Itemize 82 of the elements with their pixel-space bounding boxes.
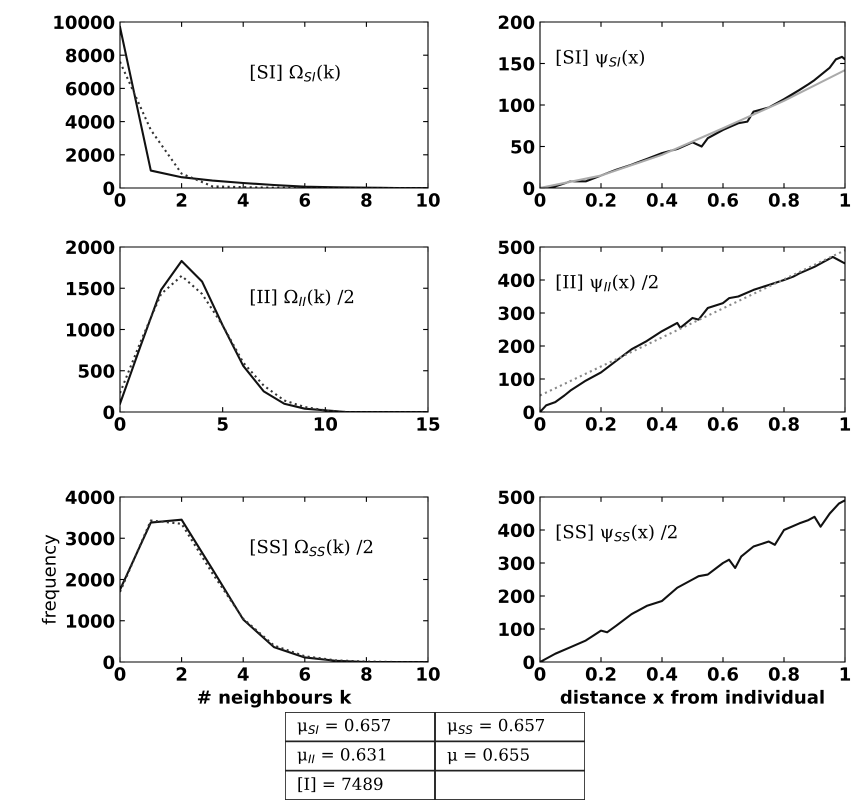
- y-tick-label: 200: [498, 15, 534, 30]
- y-tick-label: 2000: [66, 148, 114, 162]
- x-tick-label: 0.2: [586, 667, 616, 681]
- x-tick-label: 0.6: [708, 417, 738, 431]
- x-tick-label: 0: [534, 193, 546, 207]
- x-tick-label: 0: [114, 667, 126, 681]
- annotation: [II] ψ$_{II}$(x) /2: [556, 274, 658, 292]
- x-tick-label: 0.4: [646, 667, 678, 681]
- x-tick-label: 1: [840, 193, 850, 207]
- x-tick-label: 1: [840, 417, 850, 431]
- y-tick-label: 0: [523, 181, 534, 196]
- text: μ$_{II}$ = 0.631: [298, 748, 386, 764]
- x-tick-label: 0.2: [586, 417, 616, 431]
- x-tick-label: 0: [114, 417, 126, 431]
- y-tick-label: 500: [498, 240, 534, 254]
- y-tick-label: 0: [103, 181, 114, 196]
- y-tick-label: 1500: [66, 282, 114, 296]
- y-tick-label: 1000: [66, 322, 114, 337]
- x-tick-label: 2: [176, 667, 186, 681]
- y-tick-label: 300: [498, 556, 534, 570]
- x-tick-label: 0.2: [586, 193, 616, 207]
- y-tick-label: 3000: [66, 532, 114, 546]
- x-tick-label: 4: [238, 667, 249, 681]
- annotation: [II] Ω$_{II}$(k) /2: [250, 289, 354, 306]
- y-tick-label: 0: [523, 405, 534, 420]
- y-tick-label: 150: [499, 56, 534, 71]
- y-tick-label: 1000: [66, 614, 114, 628]
- x-tick-label: 0: [534, 667, 546, 681]
- x-tick-label: 0.4: [646, 193, 678, 207]
- x-tick-label: 10: [314, 417, 338, 431]
- x-tick-label: 10: [417, 667, 440, 681]
- y-axis-title: frequency: [42, 534, 60, 624]
- x-tick-label: 2: [176, 193, 186, 207]
- y-tick-label: 4000: [66, 490, 114, 504]
- x-tick-label: 0.6: [708, 193, 738, 207]
- x-tick-label: 0: [534, 417, 546, 431]
- x-tick-label: 1: [840, 667, 850, 681]
- y-tick-label: 400: [498, 523, 534, 538]
- x-tick-label: 15: [417, 417, 440, 431]
- y-tick-label: 50: [511, 140, 534, 154]
- y-tick-label: 0: [523, 655, 534, 670]
- y-tick-label: 200: [498, 339, 534, 354]
- y-tick-label: 500: [498, 490, 534, 504]
- x-tick-label: 0.6: [708, 667, 738, 681]
- line-series: [540, 499, 845, 662]
- annotation: [SI] Ω$_{SI}$(k): [250, 64, 340, 82]
- y-tick-label: 0: [103, 655, 114, 670]
- y-tick-label: 200: [498, 589, 534, 604]
- y-tick-label: 8000: [66, 48, 114, 62]
- x-tick-label: 6: [300, 193, 310, 207]
- y-tick-label: 100: [499, 98, 534, 112]
- x-tick-label: 4: [238, 193, 249, 207]
- text: μ$_{SS}$ = 0.657: [448, 718, 544, 735]
- text: μ$_{SI}$ = 0.657: [298, 718, 390, 735]
- y-tick-label: 2000: [66, 572, 114, 587]
- y-tick-label: 300: [498, 306, 534, 320]
- x-tick-label: 0.8: [768, 667, 799, 681]
- annotation: [SS] Ω$_{SS}$(k) /2: [250, 539, 372, 556]
- x-tick-label: 5: [218, 417, 228, 431]
- y-tick-label: 100: [499, 622, 534, 636]
- y-tick-label: 6000: [66, 82, 114, 96]
- x-tick-label: 0.8: [768, 193, 799, 207]
- y-tick-label: 500: [78, 364, 114, 378]
- y-tick-label: 400: [498, 273, 534, 288]
- annotation: [SS] ψ$_{SS}$(x) /2: [556, 524, 676, 542]
- x-tick-label: 0.4: [646, 417, 678, 431]
- y-tick-label: 4000: [66, 115, 114, 129]
- x-tick-label: 6: [300, 667, 310, 681]
- x-tick-label: 8: [361, 193, 372, 207]
- x-axis-title: # neighbours k: [198, 690, 352, 708]
- y-tick-label: 100: [499, 372, 534, 386]
- text: [I] = 7489: [298, 777, 382, 792]
- x-axis-title: distance x from individual: [560, 690, 824, 704]
- text: μ = 0.655: [448, 748, 529, 764]
- x-tick-label: 8: [361, 667, 372, 681]
- y-tick-label: 0: [103, 405, 114, 420]
- y-tick-label: 10000: [54, 15, 114, 30]
- annotation: [SI] ψ$_{SI}$(x): [556, 50, 644, 68]
- x-tick-label: 10: [417, 193, 440, 207]
- x-tick-label: 0: [114, 193, 126, 207]
- y-tick-label: 2000: [66, 240, 114, 254]
- x-tick-label: 0.8: [768, 417, 799, 431]
